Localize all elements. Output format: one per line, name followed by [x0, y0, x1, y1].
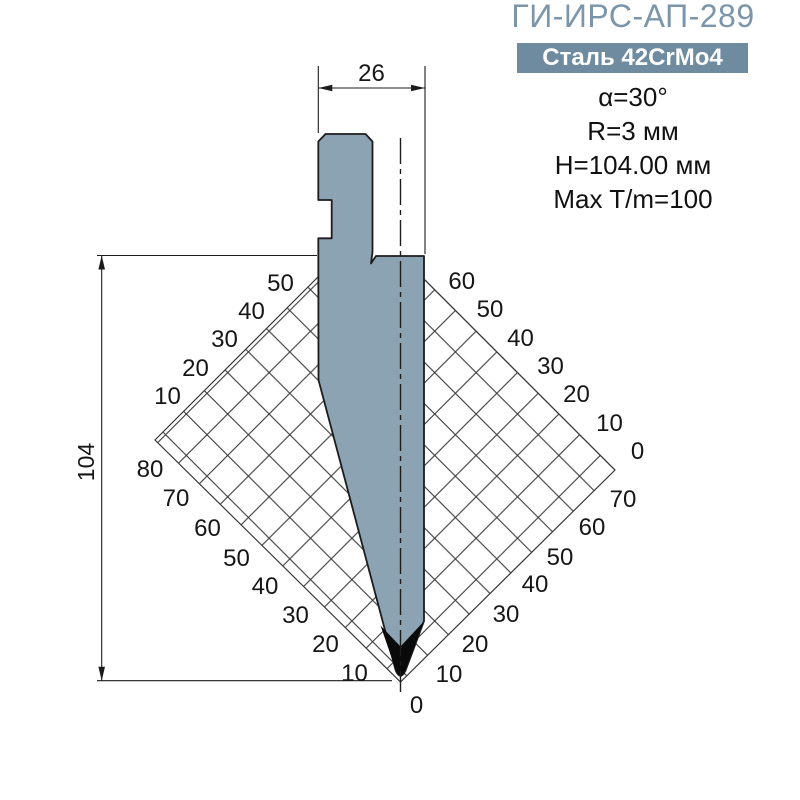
- grid-label: 30: [537, 353, 564, 380]
- grid-label: 40: [238, 298, 265, 325]
- grid-label: 10: [154, 383, 181, 410]
- grid-label: 40: [522, 571, 549, 598]
- grid-label: 30: [211, 326, 238, 353]
- grid-label: 30: [493, 601, 520, 628]
- spec-max-tonnage: Max T/m=100: [553, 184, 713, 214]
- grid-origin-label: 0: [410, 692, 423, 719]
- grid-label: 20: [312, 631, 339, 658]
- grid-label: 10: [436, 661, 463, 688]
- grid-label: 0: [631, 438, 644, 465]
- grid-label: 50: [223, 545, 250, 572]
- arrow-down-icon: [98, 666, 105, 681]
- arrow-left-icon: [318, 84, 333, 92]
- grid-label: 20: [462, 631, 489, 658]
- grid-label: 30: [282, 602, 309, 629]
- grid-scales: 50 40 30 20 10 60 50 40 30 20 10 0 80 70…: [137, 268, 645, 719]
- grid-label: 70: [163, 485, 190, 512]
- grid-label: 70: [610, 486, 637, 513]
- tool-body: [317, 133, 425, 677]
- width-dimension-value: 26: [358, 60, 385, 87]
- grid-label: 10: [341, 660, 368, 687]
- grid-label: 20: [182, 355, 209, 382]
- grid-label: 80: [137, 456, 164, 483]
- grid-label: 10: [596, 410, 623, 437]
- tool-tip: [380, 621, 424, 676]
- arrow-up-icon: [98, 255, 105, 270]
- spec-angle: α=30°: [598, 82, 668, 112]
- grid-label: 20: [563, 381, 590, 408]
- spec-radius: R=3 мм: [587, 116, 679, 146]
- spec-list: α=30° R=3 мм H=104.00 мм Max T/m=100: [483, 80, 783, 216]
- height-dimension-value: 104: [73, 443, 99, 482]
- grid-label: 40: [252, 573, 279, 600]
- material-badge: Сталь 42CrMo4: [517, 43, 748, 73]
- grid-label: 60: [194, 515, 221, 542]
- grid-label: 60: [579, 514, 606, 541]
- extension-lines: [97, 66, 426, 682]
- arrow-right-icon: [411, 84, 425, 92]
- grid-label: 50: [267, 270, 294, 297]
- spec-height: H=104.00 мм: [554, 150, 712, 180]
- page-title: ГИ-ИРС-АП-289: [511, 0, 755, 34]
- grid-label: 50: [547, 544, 574, 571]
- grid-label: 60: [448, 268, 475, 295]
- grid-label: 50: [477, 296, 504, 323]
- grid-label: 40: [507, 325, 534, 352]
